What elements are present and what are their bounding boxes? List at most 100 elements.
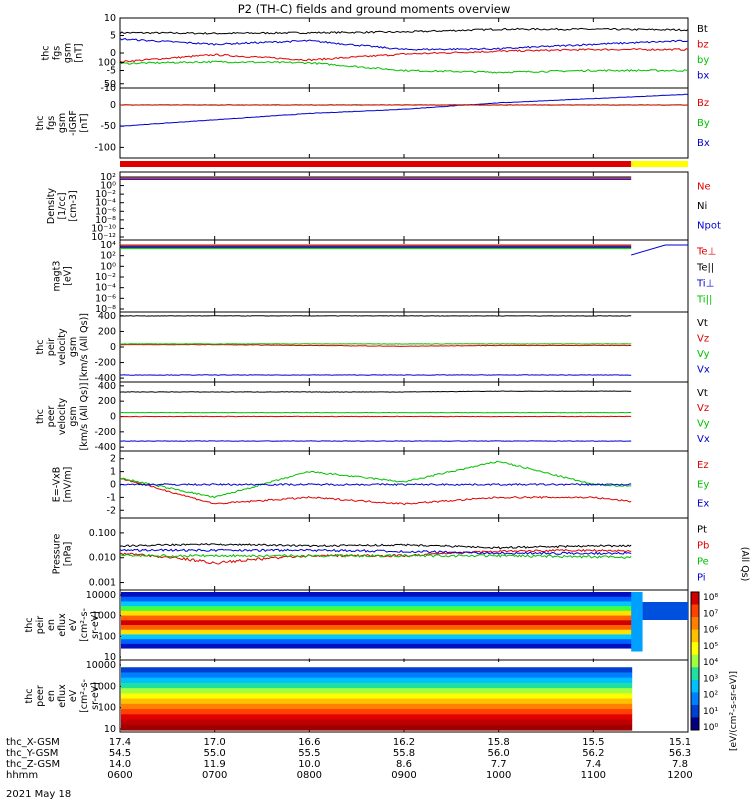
panel-frame: [119, 311, 689, 383]
ylabel-line: peer: [46, 406, 57, 428]
spectro-band: [121, 643, 633, 650]
spectro-band: [121, 634, 633, 640]
ytick-label: 0: [110, 480, 116, 491]
spectro-band: [121, 639, 633, 645]
panel-5: thcpeirvelocitygsm[km/s (All Qs)] 400 200 0…: [35, 311, 710, 384]
orbit-value: 55.8: [393, 748, 415, 759]
ytick-label: 2: [110, 454, 116, 465]
ytick-label: 10⁻⁶: [95, 206, 116, 217]
ytick-label: 1000: [92, 681, 116, 692]
spectro-band: [121, 629, 633, 636]
ytick-label: 200: [98, 396, 116, 407]
legend-entry: Ey: [697, 479, 709, 490]
ytick-label: 0: [110, 100, 116, 111]
spectro-band: [121, 615, 633, 621]
orbit-value: 0900: [391, 770, 416, 781]
ylabel-line: thc: [41, 46, 52, 61]
spectro-band: [121, 693, 633, 700]
panel-ylabel: E=-VxB[mV/m]: [52, 467, 74, 503]
panel-frame: [119, 171, 689, 241]
spectro-band: [121, 682, 633, 689]
spectro-edge: [631, 592, 643, 652]
ytick-label: 0.100: [89, 528, 116, 539]
legend-entry: By: [697, 118, 710, 129]
ytick-label: 10: [104, 724, 116, 735]
panel-ylabel: thcpeerenefluxeV[cm²-s-sr-eV]: [24, 679, 101, 713]
ylabel-line: eV: [68, 689, 79, 702]
ytick-label: 10⁻⁴: [95, 283, 116, 294]
ytick-label: 10⁻⁶: [95, 293, 116, 304]
series-pe: [120, 553, 632, 559]
legend-entry: Vy: [697, 418, 710, 429]
colorbar-swatch: [691, 654, 699, 668]
panel-ylabel: thcfgsgsm-IGRF[nT]: [35, 110, 90, 136]
spectro-band: [121, 596, 633, 603]
ytick-label: 10⁻¹²: [91, 232, 116, 243]
ylabel-line: gsm: [63, 43, 74, 63]
ytick-label: 5: [110, 31, 116, 42]
ylabel-line: [mV/m]: [63, 467, 74, 503]
ytick-label: 0: [110, 412, 116, 423]
ytick-label: 10000: [86, 660, 116, 671]
legend-entry: Te⊥: [696, 246, 716, 257]
colorbar-swatch: [691, 704, 699, 718]
ylabel-line: Density: [46, 188, 57, 224]
ylabel-line: en: [46, 690, 57, 702]
ytick-label: 10⁰: [100, 181, 116, 192]
trace-blue-end: [631, 244, 688, 256]
ytick-label: 100: [98, 631, 116, 642]
ytick-label: 0.001: [89, 578, 116, 589]
orbit-value: 55.5: [298, 748, 320, 759]
ytick-label: 0.010: [89, 553, 116, 564]
ytick-label: 10⁰: [100, 261, 116, 272]
ylabel-line: thc: [35, 340, 46, 355]
colorbar-swatch: [691, 667, 699, 681]
ylabel-line: en: [46, 619, 57, 631]
ylabel-line: velocity: [57, 328, 68, 366]
orbit-row-label: thc_Y-GSM: [6, 748, 58, 759]
legend-entry: Vx: [697, 434, 710, 445]
ytick-label: 400: [98, 381, 116, 392]
colorbar-swatch: [691, 604, 699, 618]
orbit-value: 0800: [297, 770, 322, 781]
colorbar-frame: [690, 591, 700, 731]
ylabel-line: thc: [35, 116, 46, 131]
ylabel-line: [nT]: [74, 43, 85, 62]
colorbar-tick: 10⁰: [703, 723, 718, 733]
legend-entry: Ne: [697, 181, 711, 192]
spectro-band: [121, 688, 633, 694]
ytick-label: 10⁻¹⁰: [91, 223, 116, 234]
orbit-value: 16.2: [393, 737, 415, 748]
ytick-label: 10: [104, 13, 116, 24]
legend-entry: bz: [697, 40, 709, 51]
legend-entry: by: [697, 55, 709, 66]
orbit-value: 56.2: [582, 748, 604, 759]
ytick-label: 10²: [100, 251, 116, 262]
panel-ylabel: thcpeirenefluxeV[cm²-s-sr-eV]: [24, 608, 101, 642]
orbit-table: thc_X-GSM 17.4 17.0 16.6 16.2 15.8 15.5 15.1 thc…: [6, 737, 693, 781]
legend-entry: Vz: [697, 334, 709, 345]
legend-entry: Pi: [697, 572, 706, 583]
orbit-value: 8.6: [396, 759, 412, 770]
date-label: 2021 May 18: [6, 789, 71, 800]
panels-group: thcfgsgsm[nT]1050-5-10Btbzbybxthcfgsgsm-…: [24, 13, 750, 735]
ylabel-line: magt3: [52, 261, 63, 292]
legend-entry: Ex: [697, 499, 709, 510]
ylabel-line: Pressure: [52, 534, 63, 575]
series-ez: [120, 477, 632, 506]
ytick-label: 10⁻²: [95, 189, 116, 200]
panel-8: Pressure[nPa] 0.100 0.010 0.001 Pt Pb Pe Pi (All…: [52, 517, 750, 591]
spectro-band: [121, 620, 633, 626]
panel-frame: [119, 87, 689, 159]
legend-entry: Vy: [697, 349, 710, 360]
ytick-label: 100: [98, 703, 116, 714]
ylabel-line: eflux: [57, 613, 68, 637]
panel-frame: [119, 239, 689, 313]
orbit-value: 56.3: [669, 748, 691, 759]
ylabel-line: fgs: [46, 116, 57, 130]
orbit-row-label: thc_Z-GSM: [6, 759, 60, 770]
side-note: (All Qs): [739, 547, 750, 582]
panel-ylabel: Pressure[nPa]: [52, 534, 74, 575]
orbit-value: 16.6: [298, 737, 320, 748]
ytick-label: -400: [94, 442, 116, 453]
